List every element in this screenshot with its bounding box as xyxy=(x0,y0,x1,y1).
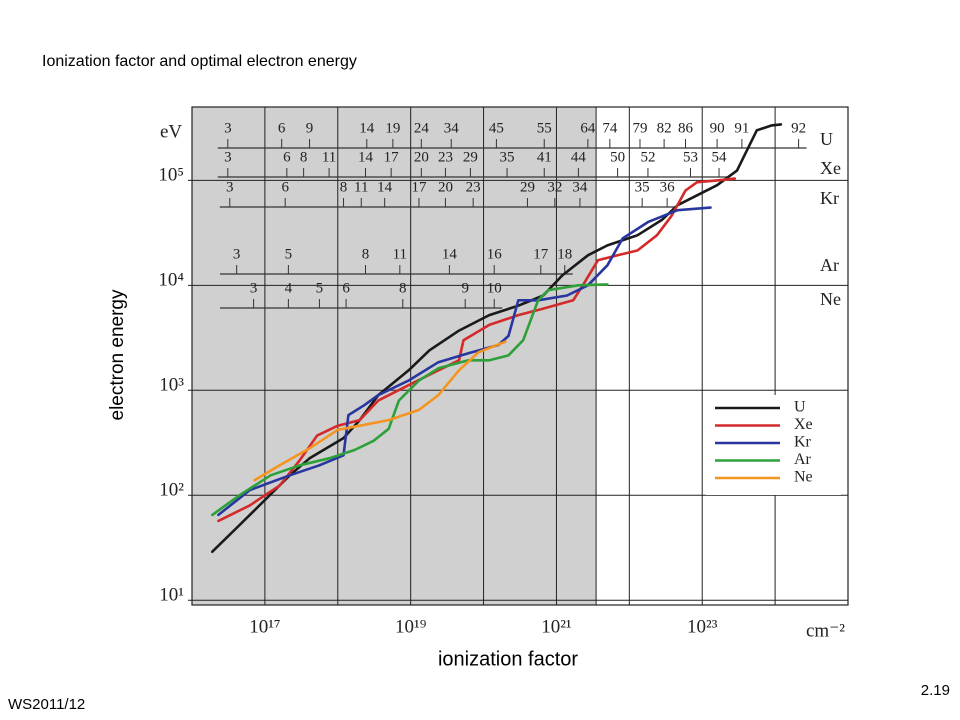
scale-label: 74 xyxy=(602,120,618,136)
scale-label: 4 xyxy=(285,280,293,296)
y-axis-label: electron energy xyxy=(107,289,128,420)
scale-label: 91 xyxy=(734,120,749,136)
legend-label: Ne xyxy=(794,469,813,486)
scale-name: U xyxy=(820,129,833,149)
legend-label: Kr xyxy=(794,434,812,451)
y-tick-label: 10⁵ xyxy=(158,165,184,186)
x-tick-label: 10²¹ xyxy=(541,616,572,637)
scale-label: 17 xyxy=(533,246,549,262)
scale-label: 11 xyxy=(322,149,336,165)
scale-label: 3 xyxy=(226,179,234,195)
scale-label: 16 xyxy=(487,246,503,262)
scale-label: 45 xyxy=(489,120,504,136)
scale-label: 5 xyxy=(316,280,324,296)
scale-label: 52 xyxy=(640,149,655,165)
scale-label: 8 xyxy=(399,280,407,296)
scale-label: 20 xyxy=(414,149,429,165)
scale-label: 8 xyxy=(340,179,348,195)
scale-label: 19 xyxy=(385,120,400,136)
scale-label: 14 xyxy=(442,246,458,262)
scale-label: 29 xyxy=(463,149,478,165)
scale-label: 82 xyxy=(657,120,672,136)
scale-label: 86 xyxy=(678,120,694,136)
scale-label: 10 xyxy=(487,280,502,296)
x-tick-label: 10¹⁹ xyxy=(395,616,427,637)
scale-name: Kr xyxy=(820,188,839,208)
x-tick-label: 10¹⁷ xyxy=(249,616,280,637)
scale-label: 14 xyxy=(358,149,374,165)
scale-label: 8 xyxy=(362,246,370,262)
scale-label: 17 xyxy=(384,149,400,165)
scale-label: 9 xyxy=(461,280,469,296)
scale-label: 8 xyxy=(300,149,308,165)
scale-label: 55 xyxy=(537,120,552,136)
scale-label: 53 xyxy=(683,149,698,165)
scale-label: 24 xyxy=(414,120,430,136)
scale-label: 11 xyxy=(354,179,368,195)
scale-label: 36 xyxy=(660,179,676,195)
scale-label: 92 xyxy=(791,120,806,136)
scale-label: 23 xyxy=(466,179,481,195)
scale-label: 34 xyxy=(572,179,588,195)
scale-label: 79 xyxy=(632,120,647,136)
scale-label: 6 xyxy=(283,149,291,165)
scale-label: 64 xyxy=(580,120,596,136)
scale-label: 41 xyxy=(537,149,552,165)
scale-label: 6 xyxy=(281,179,289,195)
scale-label: 3 xyxy=(224,120,232,136)
slide-title: Ionization factor and optimal electron e… xyxy=(42,53,357,70)
scale-label: 9 xyxy=(306,120,314,136)
y-unit: eV xyxy=(160,121,182,142)
scale-label: 23 xyxy=(438,149,453,165)
scale-label: 35 xyxy=(500,149,515,165)
y-tick-label: 10¹ xyxy=(159,585,184,606)
x-tick-label: 10²³ xyxy=(687,616,718,637)
scale-name: Xe xyxy=(820,158,841,178)
scale-label: 3 xyxy=(250,280,258,296)
data-line xyxy=(253,340,507,482)
legend-label: U xyxy=(794,399,806,416)
scale-label: 3 xyxy=(224,149,232,165)
shaded-region xyxy=(192,107,597,605)
data-line xyxy=(217,177,737,523)
scale-label: 5 xyxy=(285,246,293,262)
footer-left: WS2011/12 xyxy=(8,696,85,713)
scale-label: 3 xyxy=(233,246,241,262)
scale-label: 29 xyxy=(520,179,535,195)
y-tick-label: 10³ xyxy=(159,375,184,396)
plot-frame xyxy=(191,106,849,606)
scale-label: 14 xyxy=(377,179,393,195)
scale-label: 32 xyxy=(547,179,562,195)
scale-label: 34 xyxy=(444,120,460,136)
x-unit: cm⁻² xyxy=(806,620,845,641)
scale-label: 90 xyxy=(710,120,725,136)
scale-label: 20 xyxy=(438,179,453,195)
scale-label: 50 xyxy=(610,149,625,165)
y-tick-label: 10⁴ xyxy=(158,270,184,291)
scale-label: 18 xyxy=(557,246,572,262)
legend-label: Xe xyxy=(794,416,813,433)
page-number: 2.19 xyxy=(921,682,950,699)
scale-name: Ne xyxy=(820,289,841,309)
legend-box xyxy=(706,395,841,495)
scale-label: 11 xyxy=(393,246,407,262)
scale-label: 44 xyxy=(571,149,587,165)
scale-label: 35 xyxy=(635,179,650,195)
scale-label: 54 xyxy=(712,149,728,165)
data-line xyxy=(211,283,609,517)
x-axis-label: ionization factor xyxy=(438,648,578,670)
y-tick-label: 10² xyxy=(159,480,184,501)
scale-label: 6 xyxy=(342,280,350,296)
scale-name: Ar xyxy=(820,255,839,275)
scale-label: 17 xyxy=(411,179,427,195)
scale-label: 14 xyxy=(359,120,375,136)
scale-label: 6 xyxy=(278,120,286,136)
legend-label: Ar xyxy=(794,451,812,468)
